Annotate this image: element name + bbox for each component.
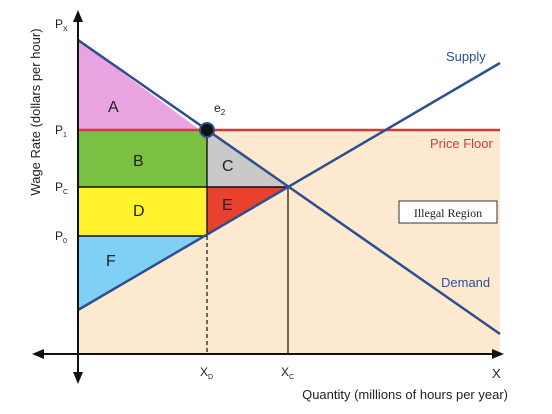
- x-axis-arrow-right: [492, 349, 504, 359]
- region-b: [78, 130, 207, 187]
- x-tick-xd: X: [200, 365, 208, 379]
- demand-label: Demand: [441, 275, 490, 290]
- svg-text:PX: PX: [55, 17, 68, 33]
- y-tick-px-sub: X: [63, 26, 68, 33]
- y-tick-p1: P: [55, 123, 63, 137]
- svg-text:XC: XC: [281, 365, 294, 381]
- region-b-label: B: [133, 153, 144, 170]
- y-axis-arrow-top: [73, 10, 83, 22]
- svg-text:X: X: [492, 366, 501, 381]
- region-d-label: D: [133, 203, 145, 220]
- region-f-label: F: [106, 253, 116, 270]
- y-tick-pc: P: [55, 180, 63, 194]
- y-tick-p0: P: [55, 229, 63, 243]
- point-e2-subscript: 2: [221, 108, 226, 117]
- supply-curve: [77, 61, 501, 312]
- x-tick-xd-sub: D: [208, 374, 213, 381]
- supply-label: Supply: [446, 49, 486, 64]
- point-e2-label: e: [214, 101, 221, 115]
- svg-text:e2: e2: [214, 101, 226, 117]
- y-tick-p0-sub: 0: [63, 238, 67, 245]
- point-e2: [199, 122, 215, 138]
- svg-text:PC: PC: [55, 180, 68, 196]
- illegal-region-box: [398, 200, 498, 224]
- svg-text:XD: XD: [200, 365, 213, 381]
- x-axis-arrow-left: [32, 349, 44, 359]
- svg-text:P1: P1: [55, 123, 67, 139]
- x-axis-title: Quantity (millions of hours per year): [302, 387, 508, 402]
- region-a-label: A: [108, 99, 119, 116]
- y-tick-pc-sub: C: [63, 189, 68, 196]
- y-tick-p1-sub: 1: [63, 132, 67, 139]
- x-tick-xc-sub: C: [289, 374, 294, 381]
- y-tick-px: P: [55, 17, 63, 31]
- x-tick-x: X: [492, 366, 501, 381]
- region-e-label: E: [222, 197, 233, 214]
- region-c-label: C: [222, 158, 234, 175]
- region-d: [78, 187, 207, 236]
- price-floor-label: Price Floor: [430, 136, 494, 151]
- illegal-region-label: Illegal Region: [414, 206, 482, 220]
- y-axis-arrow-bottom: [73, 372, 83, 384]
- x-tick-xc: X: [281, 365, 289, 379]
- y-axis-title: Wage Rate (dollars per hour): [28, 28, 43, 195]
- svg-text:P0: P0: [55, 229, 67, 245]
